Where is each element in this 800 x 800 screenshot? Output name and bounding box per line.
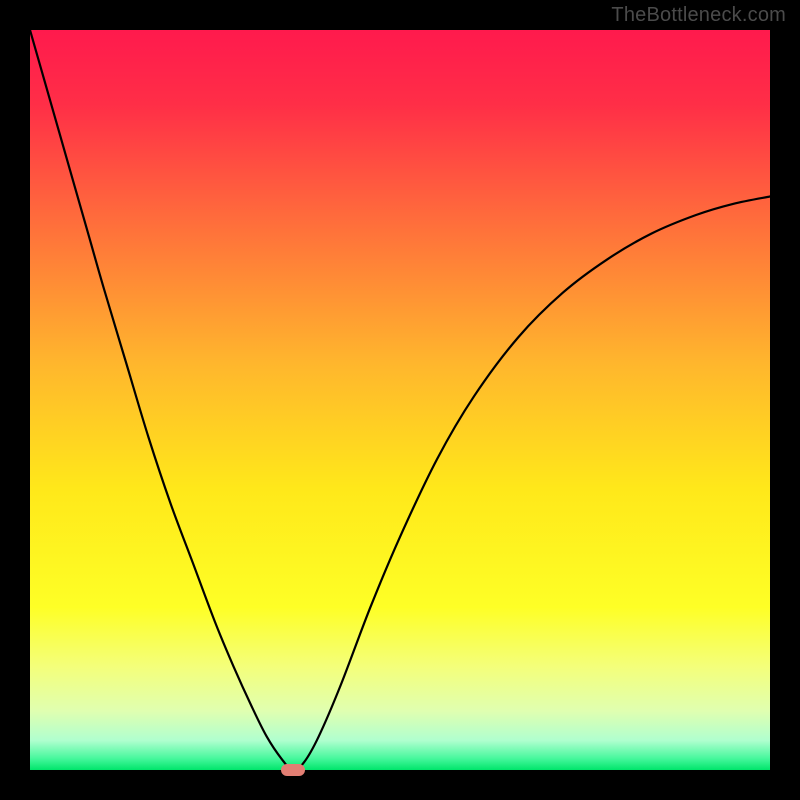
min-marker <box>281 764 305 776</box>
chart-frame: TheBottleneck.com <box>0 0 800 800</box>
plot-area <box>30 30 770 770</box>
watermark-text: TheBottleneck.com <box>611 4 786 27</box>
overlay-layer <box>30 30 770 770</box>
